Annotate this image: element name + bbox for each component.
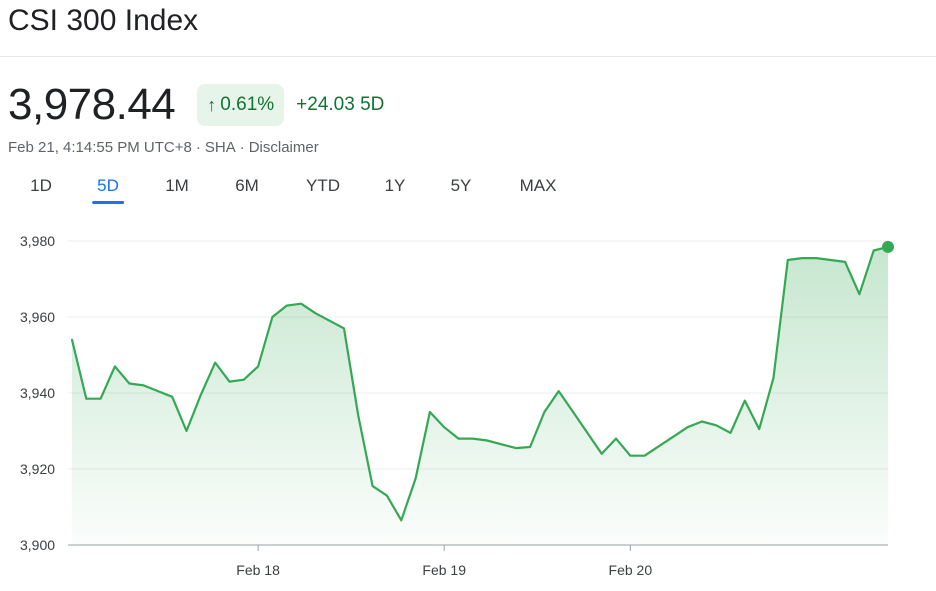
price-row: 3,978.44 ↑ 0.61% +24.03 5D bbox=[8, 80, 384, 130]
y-tick-label: 3,960 bbox=[20, 309, 55, 325]
exchange: SHA bbox=[204, 139, 236, 156]
quote-meta: Feb 21, 4:14:55 PM UTC+8 · SHA · Disclaimer bbox=[8, 139, 319, 156]
price-area bbox=[72, 246, 888, 545]
price-line bbox=[70, 245, 890, 522]
tab-5y[interactable]: 5Y bbox=[450, 176, 472, 195]
y-tick-label: 3,980 bbox=[20, 233, 55, 249]
separator: · bbox=[195, 139, 201, 156]
separator: · bbox=[239, 139, 245, 156]
change-points: +24.03 5D bbox=[296, 94, 385, 115]
divider bbox=[0, 56, 936, 57]
tab-5d[interactable]: 5D bbox=[92, 172, 124, 204]
tab-ytd[interactable]: YTD bbox=[306, 176, 340, 195]
change-percent-badge: ↑ 0.61% bbox=[197, 84, 285, 126]
current-price: 3,978.44 bbox=[8, 80, 176, 129]
x-tick-label: Feb 18 bbox=[236, 562, 280, 578]
tab-1d[interactable]: 1D bbox=[30, 176, 52, 195]
tab-max[interactable]: MAX bbox=[519, 176, 557, 195]
change-percent: 0.61% bbox=[220, 94, 275, 115]
y-tick-label: 3,940 bbox=[20, 385, 55, 401]
y-tick-label: 3,920 bbox=[20, 461, 55, 477]
x-tick-label: Feb 20 bbox=[609, 562, 653, 578]
x-tick-label: Feb 19 bbox=[422, 562, 466, 578]
tab-6m[interactable]: 6M bbox=[235, 176, 259, 195]
last-price-dot bbox=[882, 240, 894, 253]
y-tick-label: 3,900 bbox=[20, 537, 55, 553]
arrow-up-icon: ↑ bbox=[207, 94, 217, 115]
tab-1y[interactable]: 1Y bbox=[384, 176, 406, 195]
timestamp: Feb 21, 4:14:55 PM UTC+8 bbox=[8, 139, 192, 156]
disclaimer-link[interactable]: Disclaimer bbox=[248, 139, 319, 156]
page-title: CSI 300 Index bbox=[8, 4, 199, 37]
tab-1m[interactable]: 1M bbox=[165, 176, 189, 195]
